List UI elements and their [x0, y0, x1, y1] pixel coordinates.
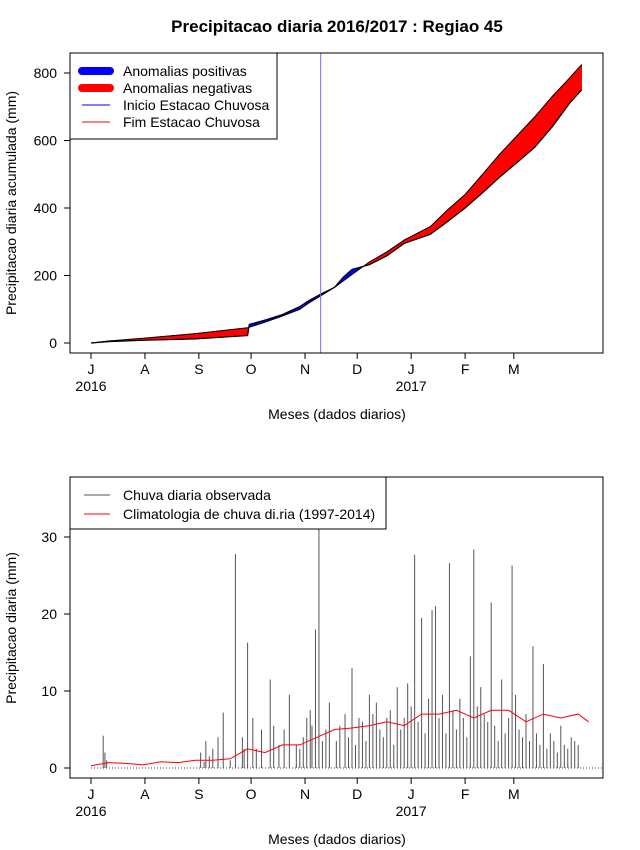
bottom-legend-label: Climatologia de chuva di.ria (1997-2014)	[123, 506, 375, 522]
top-x-tick-label: O	[246, 361, 257, 377]
bottom-year-label: 2017	[396, 803, 427, 819]
climatology-daily-line	[90, 709, 589, 767]
top-x-axis-label: Meses (dados diarios)	[268, 406, 406, 422]
anomaly-segment	[579, 63, 582, 93]
top-x-tick-label: N	[300, 361, 310, 377]
bottom-x-tick-label: A	[140, 786, 150, 802]
top-y-tick-label: 200	[34, 268, 58, 284]
observed-cumulative-line	[90, 89, 583, 344]
bottom-legend-label: Chuva diaria observada	[123, 487, 271, 503]
bottom-x-tick-label: N	[300, 786, 310, 802]
bottom-chart: 0 10 20 30 J A S O N D J F M 2016 2017 Meses (dados d…	[3, 476, 604, 847]
top-y-tick-label: 800	[34, 65, 58, 81]
bottom-x-tick-label: D	[352, 786, 362, 802]
bottom-y-axis-label: Precipitacao diaria (mm)	[3, 552, 19, 704]
top-year-label: 2017	[396, 378, 427, 394]
climatology-cumulative-line	[90, 64, 583, 344]
bottom-y-tick-label: 20	[41, 606, 57, 622]
top-year-label: 2016	[75, 378, 106, 394]
bottom-x-tick-label: F	[461, 786, 470, 802]
top-x-tick-label: F	[461, 361, 470, 377]
top-x-tick-label: S	[194, 361, 203, 377]
bottom-x-tick-label: O	[246, 786, 257, 802]
top-y-axis-label: Precipitacao diaria acumulada (mm)	[3, 91, 19, 315]
top-x-tick-label: D	[352, 361, 362, 377]
bottom-x-tick-label: J	[88, 786, 95, 802]
top-chart-title: Precipitacao diaria 2016/2017 : Regiao 4…	[171, 17, 503, 36]
top-y-tick-label: 400	[34, 200, 58, 216]
top-y-tick-label: 600	[34, 133, 58, 149]
bottom-year-label: 2016	[75, 803, 106, 819]
top-legend-label: Fim Estacao Chuvosa	[123, 114, 260, 130]
top-chart: 0 200 400 600 800 J A S O N D J F M 2016 2017 Meses (d…	[3, 52, 604, 422]
bottom-x-tick-label: M	[508, 786, 520, 802]
top-legend-label: Anomalias positivas	[123, 63, 247, 79]
top-legend-label: Anomalias negativas	[123, 80, 252, 96]
bottom-x-axis-label: Meses (dados diarios)	[268, 831, 406, 847]
bottom-legend: Chuva diaria observada Climatologia de ch…	[69, 476, 387, 530]
bottom-y-tick-label: 30	[41, 529, 57, 545]
top-x-tick-label: J	[408, 361, 415, 377]
top-x-tick-label: M	[508, 361, 520, 377]
bottom-y-tick-label: 0	[49, 760, 57, 776]
bottom-x-tick-label: J	[408, 786, 415, 802]
top-y-tick-label: 0	[49, 335, 57, 351]
bottom-y-tick-label: 10	[41, 683, 57, 699]
top-legend-label: Inicio Estacao Chuvosa	[123, 97, 270, 113]
top-x-tick-label: J	[88, 361, 95, 377]
top-x-tick-label: A	[140, 361, 150, 377]
bottom-x-tick-label: S	[194, 786, 203, 802]
bottom-legend-box	[69, 476, 387, 530]
